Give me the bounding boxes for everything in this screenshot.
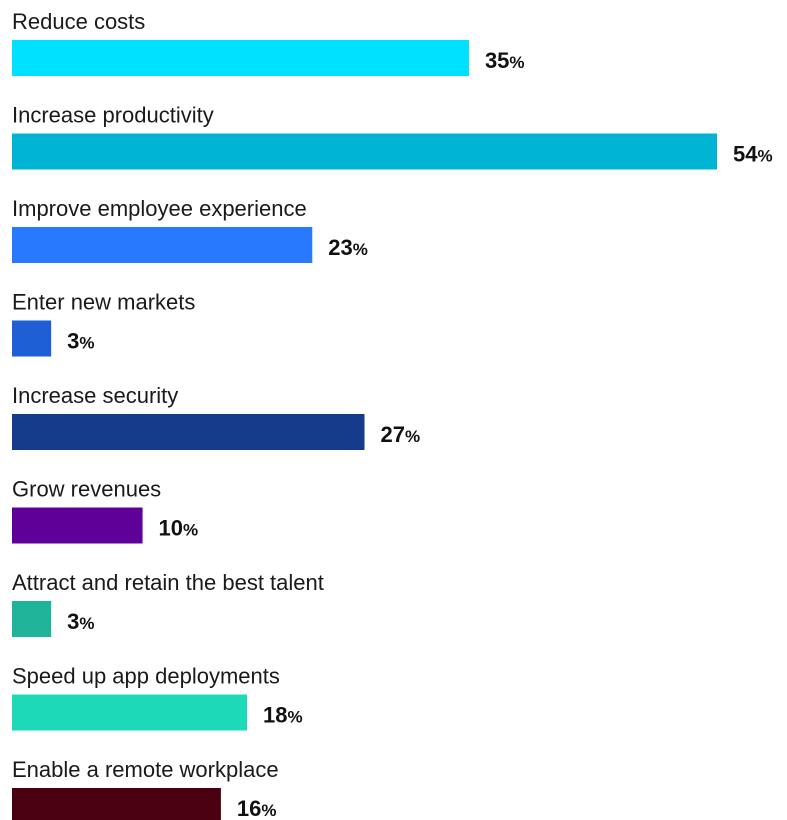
value-number: 10	[159, 516, 183, 541]
bar-row-increase-productivity: Increase productivity 54%	[12, 103, 773, 170]
value-percent-sign: %	[79, 334, 94, 353]
value-percent-sign: %	[79, 614, 94, 633]
bar-row-improve-employee-experience: Improve employee experience 23%	[12, 196, 368, 263]
bar-row-enable-a-remote-workplace: Enable a remote workplace 16%	[12, 757, 279, 820]
value-label: 16%	[237, 796, 277, 820]
bar	[12, 133, 717, 170]
category-label: Reduce costs	[12, 9, 145, 34]
value-label: 18%	[263, 703, 303, 728]
value-number: 27	[381, 422, 405, 447]
category-label: Enable a remote workplace	[12, 757, 279, 782]
value-percent-sign: %	[757, 147, 772, 166]
bar	[12, 414, 365, 450]
value-number: 3	[67, 329, 79, 354]
value-label: 10%	[159, 516, 199, 541]
value-percent-sign: %	[405, 427, 420, 446]
category-label: Speed up app deployments	[12, 664, 280, 689]
value-percent-sign: %	[261, 801, 276, 820]
bar	[12, 694, 247, 731]
value-number: 16	[237, 796, 261, 820]
category-label: Attract and retain the best talent	[12, 570, 324, 595]
value-number: 18	[263, 703, 287, 728]
value-percent-sign: %	[353, 240, 368, 259]
bar-row-enter-new-markets: Enter new markets 3%	[12, 290, 195, 357]
value-percent-sign: %	[183, 521, 198, 540]
bar-row-attract-and-retain-the-best-talent: Attract and retain the best talent 3%	[12, 570, 324, 637]
value-label: 54%	[733, 142, 773, 167]
category-label: Grow revenues	[12, 477, 161, 502]
bar	[12, 601, 52, 637]
bar	[12, 40, 469, 76]
bar	[12, 227, 313, 263]
bar-row-grow-revenues: Grow revenues 10%	[12, 477, 198, 544]
bar-row-speed-up-app-deployments: Speed up app deployments 18%	[12, 664, 303, 731]
value-label: 23%	[328, 235, 368, 260]
value-label: 3%	[67, 329, 94, 354]
value-number: 54	[733, 142, 758, 167]
value-number: 35	[485, 48, 509, 73]
value-percent-sign: %	[509, 53, 524, 72]
category-label: Increase security	[12, 383, 178, 408]
value-label: 27%	[381, 422, 421, 447]
category-label: Increase productivity	[12, 103, 214, 128]
bar	[12, 320, 52, 357]
bar	[12, 788, 221, 820]
value-label: 35%	[485, 48, 525, 73]
value-percent-sign: %	[287, 708, 302, 727]
category-label: Enter new markets	[12, 290, 195, 315]
value-number: 23	[328, 235, 352, 260]
value-label: 3%	[67, 609, 94, 634]
bar-row-reduce-costs: Reduce costs 35%	[12, 9, 525, 76]
bar	[12, 507, 143, 544]
value-number: 3	[67, 609, 79, 634]
category-label: Improve employee experience	[12, 196, 307, 221]
bar-row-increase-security: Increase security 27%	[12, 383, 420, 450]
